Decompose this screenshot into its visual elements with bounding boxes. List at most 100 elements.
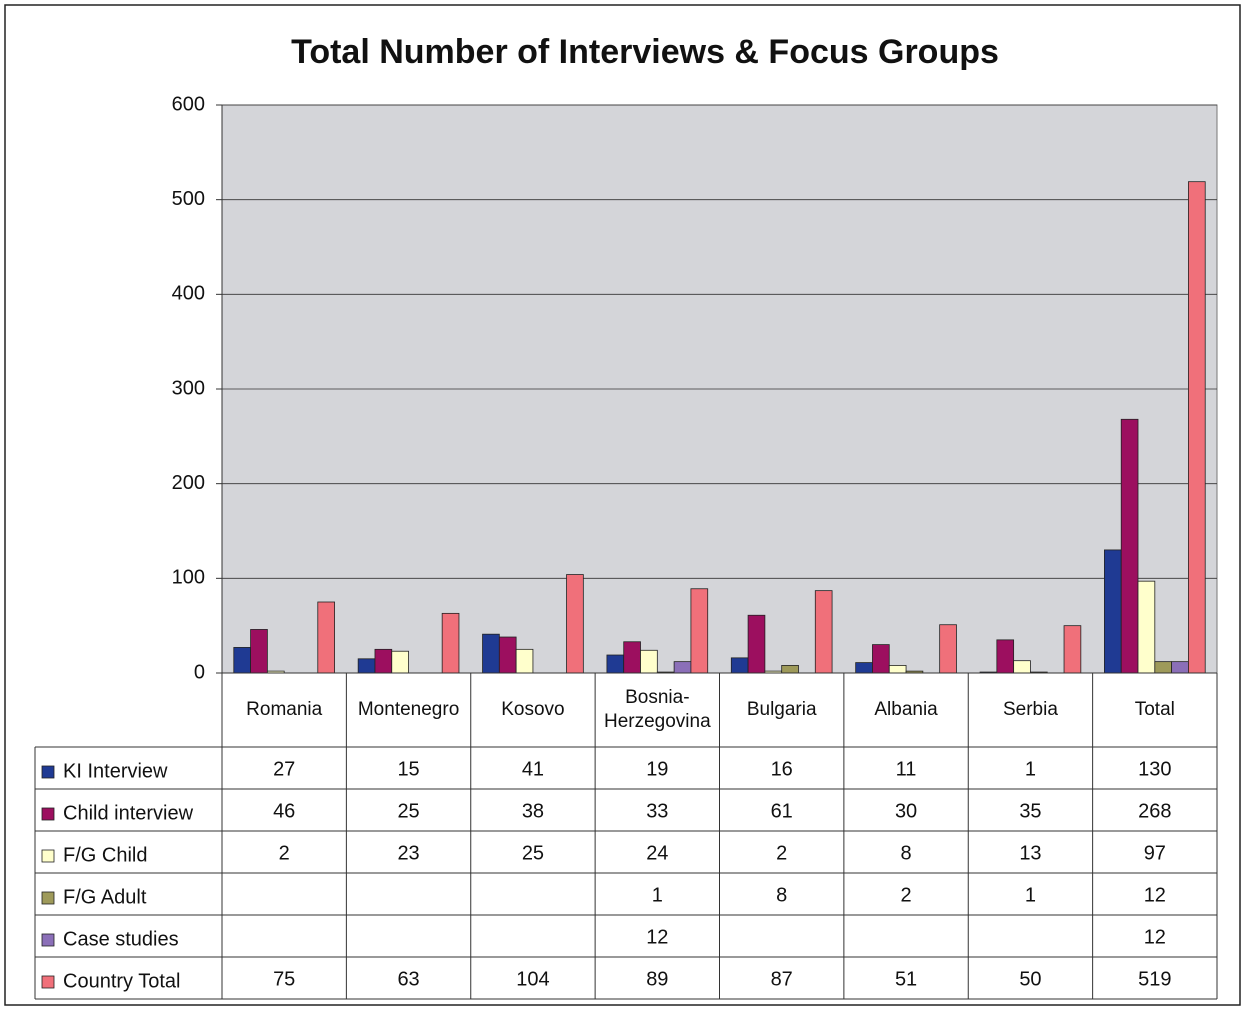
table-value: 89: [646, 968, 668, 990]
table-value: 38: [522, 800, 544, 822]
frame: [4, 4, 1241, 1006]
table-value: 2: [901, 884, 912, 906]
x-tick-label: Serbia: [1002, 699, 1058, 720]
table-value: 75: [273, 968, 295, 990]
table-value: 519: [1138, 968, 1171, 990]
bar: [1013, 660, 1031, 674]
table-value: 8: [901, 842, 912, 864]
table-value: 2: [776, 842, 787, 864]
bar: [730, 657, 749, 674]
x-tick-label: Montenegro: [357, 699, 460, 720]
legend-swatch: [41, 891, 55, 905]
table-value: 87: [771, 968, 793, 990]
legend-label: Country Total: [63, 970, 180, 992]
table-value: 11: [896, 758, 917, 780]
chart-title: Total Number of Interviews & Focus Group…: [291, 33, 999, 71]
bar: [1171, 661, 1189, 674]
table-value: 25: [522, 842, 544, 864]
bar: [250, 629, 268, 674]
bar: [747, 614, 766, 674]
table-value: 1: [652, 884, 663, 906]
y-tick-label: 400: [172, 283, 205, 305]
bar: [441, 612, 460, 674]
legend-label: F/G Adult: [63, 886, 147, 908]
table-value: 12: [1144, 884, 1166, 906]
x-tick-label: Bulgaria: [746, 699, 817, 720]
table-value: 2: [279, 842, 290, 864]
bar: [1188, 181, 1206, 674]
table-value: 41: [522, 758, 544, 780]
bar: [357, 658, 376, 674]
legend-swatch: [41, 933, 55, 947]
table-value: 63: [397, 968, 419, 990]
table-value: 16: [771, 758, 793, 780]
x-tick-label: Bosnia-Herzegovina: [603, 687, 711, 732]
bar: [814, 590, 833, 674]
table-value: 33: [646, 800, 668, 822]
legend-swatch: [41, 807, 55, 821]
bar: [1137, 580, 1156, 674]
table-value: 25: [397, 800, 419, 822]
y-tick-label: 600: [172, 93, 205, 115]
table-value: 30: [895, 800, 917, 822]
table-value: 19: [646, 758, 668, 780]
bar: [391, 650, 409, 674]
bar: [1120, 418, 1139, 674]
x-tick-label: Kosovo: [501, 699, 565, 720]
bar: [640, 649, 658, 674]
bar: [872, 644, 890, 674]
bar: [855, 662, 873, 674]
table-value: 35: [1019, 800, 1041, 822]
table-value: 51: [895, 968, 917, 990]
y-tick-label: 500: [172, 188, 205, 210]
table-value: 104: [516, 968, 549, 990]
legend-label: F/G Child: [63, 844, 147, 866]
legend-swatch: [41, 849, 55, 863]
bar: [939, 624, 957, 674]
table-value: 61: [771, 800, 793, 822]
bar: [374, 648, 393, 674]
table-value: 12: [646, 926, 668, 948]
table-value: 1: [1025, 758, 1036, 780]
x-tick-label: Total: [1134, 699, 1175, 720]
y-tick-label: 0: [194, 661, 205, 683]
table-value: 1: [1025, 884, 1036, 906]
table-value: 24: [646, 842, 668, 864]
bar: [606, 654, 625, 674]
legend-label: Child interview: [63, 802, 194, 824]
table-value: 8: [776, 884, 787, 906]
legend-swatch: [41, 765, 55, 779]
y-tick-label: 300: [172, 377, 205, 399]
bar: [996, 639, 1015, 674]
table-value: 12: [1144, 926, 1166, 948]
bar: [1104, 549, 1122, 674]
table-value: 46: [273, 800, 295, 822]
bar: [781, 665, 799, 674]
table-value: 97: [1144, 842, 1166, 864]
bar: [566, 574, 584, 674]
y-tick-label: 200: [172, 472, 205, 494]
bar: [1154, 661, 1173, 674]
bar: [317, 601, 335, 674]
legend-label: KI Interview: [63, 760, 168, 782]
table-value: 15: [397, 758, 419, 780]
x-tick-label: Albania: [874, 699, 938, 720]
table-value: 27: [273, 758, 295, 780]
table-value: 268: [1138, 800, 1171, 822]
bar: [515, 648, 534, 674]
bar: [498, 636, 517, 674]
table-value: 130: [1138, 758, 1171, 780]
table-value: 23: [397, 842, 419, 864]
bar: [690, 588, 709, 674]
bar: [233, 647, 251, 674]
x-tick-label: Romania: [246, 699, 323, 720]
bar: [673, 661, 692, 674]
legend-label: Case studies: [63, 928, 179, 950]
bar: [623, 641, 641, 674]
legend-swatch: [41, 975, 55, 989]
table-value: 50: [1019, 968, 1041, 990]
table-value: 13: [1019, 842, 1041, 864]
bar: [482, 633, 500, 674]
